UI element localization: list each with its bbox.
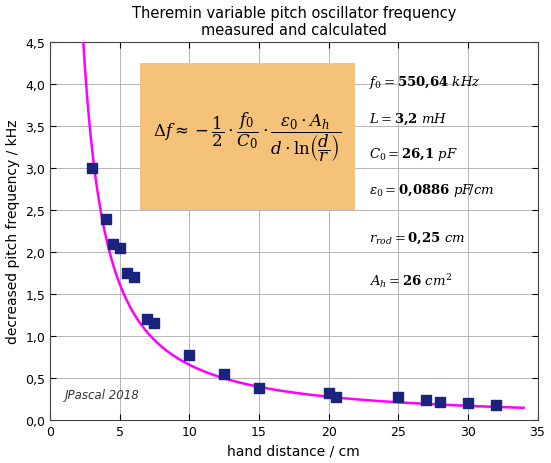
Point (220, 370, 229, 378)
Point (394, 394, 403, 401)
Point (129, 274, 138, 282)
Text: $A_h = \mathbf{26} \ cm^2$: $A_h = \mathbf{26} \ cm^2$ (369, 272, 452, 290)
Text: $\varepsilon_0 = \mathbf{0{,}0886} \ pF\!/cm$: $\varepsilon_0 = \mathbf{0{,}0886} \ pF\… (369, 181, 495, 199)
Y-axis label: decreased pitch frequency / kHz: decreased pitch frequency / kHz (6, 119, 19, 344)
Point (422, 396, 430, 404)
Point (255, 385, 263, 392)
Text: $\Delta f \approx -\dfrac{1}{2}\cdot\dfrac{f_0}{C_0}\cdot\dfrac{\varepsilon_0 \c: $\Delta f \approx -\dfrac{1}{2}\cdot\dfr… (153, 111, 342, 164)
Point (88, 165, 96, 173)
Point (115, 245, 124, 252)
Text: $C_0 = \mathbf{26{,}1} \ pF$: $C_0 = \mathbf{26{,}1} \ pF$ (369, 146, 458, 163)
Point (122, 270, 131, 277)
Point (143, 316, 152, 323)
X-axis label: hand distance / cm: hand distance / cm (228, 444, 360, 457)
Point (150, 320, 159, 327)
Point (491, 401, 500, 409)
Point (463, 400, 472, 407)
Point (185, 351, 193, 358)
Text: JPascal 2018: JPascal 2018 (64, 388, 139, 401)
Text: $r_{rod} = \mathbf{0{,}25} \ cm$: $r_{rod} = \mathbf{0{,}25} \ cm$ (369, 230, 466, 245)
Point (101, 215, 110, 223)
Point (331, 393, 340, 400)
Point (324, 389, 333, 397)
Title: Theremin variable pitch oscillator frequency
measured and calculated: Theremin variable pitch oscillator frequ… (132, 6, 456, 38)
Point (108, 240, 117, 248)
FancyBboxPatch shape (140, 64, 355, 211)
Text: $L = \mathbf{3{,}2} \ mH$: $L = \mathbf{3{,}2} \ mH$ (369, 111, 448, 126)
Point (436, 398, 445, 406)
Text: $f_0 = \mathbf{550{,}64} \ kHz$: $f_0 = \mathbf{550{,}64} \ kHz$ (369, 74, 481, 91)
